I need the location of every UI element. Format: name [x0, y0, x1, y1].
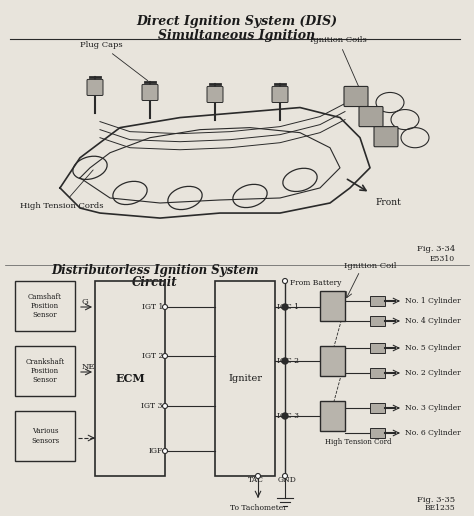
Circle shape	[283, 474, 288, 478]
Text: Ignition Coils: Ignition Coils	[310, 36, 369, 110]
Text: Circuit: Circuit	[132, 276, 178, 289]
FancyBboxPatch shape	[370, 428, 385, 438]
FancyBboxPatch shape	[359, 106, 383, 126]
FancyBboxPatch shape	[142, 85, 158, 101]
Text: No. 5 Cylinder: No. 5 Cylinder	[405, 344, 461, 352]
Text: High Tension Cord: High Tension Cord	[325, 438, 392, 446]
Text: No. 6 Cylinder: No. 6 Cylinder	[405, 429, 461, 437]
Circle shape	[163, 448, 167, 454]
Text: Crankshaft
Position
Sensor: Crankshaft Position Sensor	[26, 358, 64, 384]
Text: Simultaneous Ignition: Simultaneous Ignition	[158, 29, 316, 42]
Circle shape	[163, 353, 167, 359]
FancyBboxPatch shape	[272, 86, 288, 103]
Text: Camshaft
Position
Sensor: Camshaft Position Sensor	[28, 293, 62, 319]
Text: No. 2 Cylinder: No. 2 Cylinder	[405, 369, 461, 377]
Text: No. 1 Cylinder: No. 1 Cylinder	[405, 297, 461, 305]
Text: Fig. 3-35: Fig. 3-35	[417, 496, 455, 504]
Circle shape	[283, 279, 288, 283]
FancyBboxPatch shape	[370, 403, 385, 413]
Text: BE1235: BE1235	[424, 504, 455, 512]
FancyBboxPatch shape	[370, 343, 385, 353]
Text: TAC: TAC	[248, 476, 264, 484]
Text: Distributorless Ignition System: Distributorless Ignition System	[51, 264, 259, 277]
Text: NE: NE	[82, 363, 95, 371]
Text: From Battery: From Battery	[290, 279, 341, 287]
Text: IGT 3: IGT 3	[142, 402, 163, 410]
FancyBboxPatch shape	[87, 79, 103, 95]
FancyBboxPatch shape	[370, 296, 385, 306]
Text: Igniter: Igniter	[228, 374, 262, 383]
FancyBboxPatch shape	[320, 346, 345, 376]
Text: G: G	[82, 298, 89, 306]
FancyBboxPatch shape	[320, 291, 345, 321]
Text: IGF: IGF	[149, 447, 163, 455]
Text: Ignition Coil: Ignition Coil	[344, 262, 396, 270]
Text: Front: Front	[375, 198, 401, 207]
Circle shape	[255, 474, 261, 478]
FancyBboxPatch shape	[370, 368, 385, 378]
Text: IGT 2: IGT 2	[142, 352, 163, 360]
Text: IGC 1: IGC 1	[277, 303, 299, 311]
Text: Fig. 3-34: Fig. 3-34	[417, 245, 455, 253]
Text: To Tachometer: To Tachometer	[229, 504, 286, 512]
Text: Plug Caps: Plug Caps	[80, 41, 148, 80]
Text: IGT 1: IGT 1	[142, 303, 163, 311]
Text: No. 3 Cylinder: No. 3 Cylinder	[405, 404, 461, 412]
Circle shape	[163, 304, 167, 310]
FancyBboxPatch shape	[344, 86, 368, 106]
FancyBboxPatch shape	[374, 126, 398, 147]
Circle shape	[282, 304, 288, 310]
FancyBboxPatch shape	[370, 316, 385, 326]
Text: ECM: ECM	[115, 373, 145, 384]
FancyBboxPatch shape	[320, 401, 345, 431]
Text: IGC 3: IGC 3	[277, 412, 299, 420]
Text: High Tension Cords: High Tension Cords	[20, 170, 103, 210]
Text: Direct Ignition System (DIS): Direct Ignition System (DIS)	[137, 15, 337, 28]
Circle shape	[282, 413, 288, 419]
Text: IGC 2: IGC 2	[277, 357, 299, 365]
Circle shape	[282, 358, 288, 364]
Text: Various
Sensors: Various Sensors	[31, 427, 59, 445]
Text: E5310: E5310	[430, 255, 455, 263]
Text: No. 4 Cylinder: No. 4 Cylinder	[405, 317, 461, 325]
Text: GND: GND	[278, 476, 296, 484]
Circle shape	[163, 404, 167, 409]
FancyBboxPatch shape	[207, 86, 223, 103]
